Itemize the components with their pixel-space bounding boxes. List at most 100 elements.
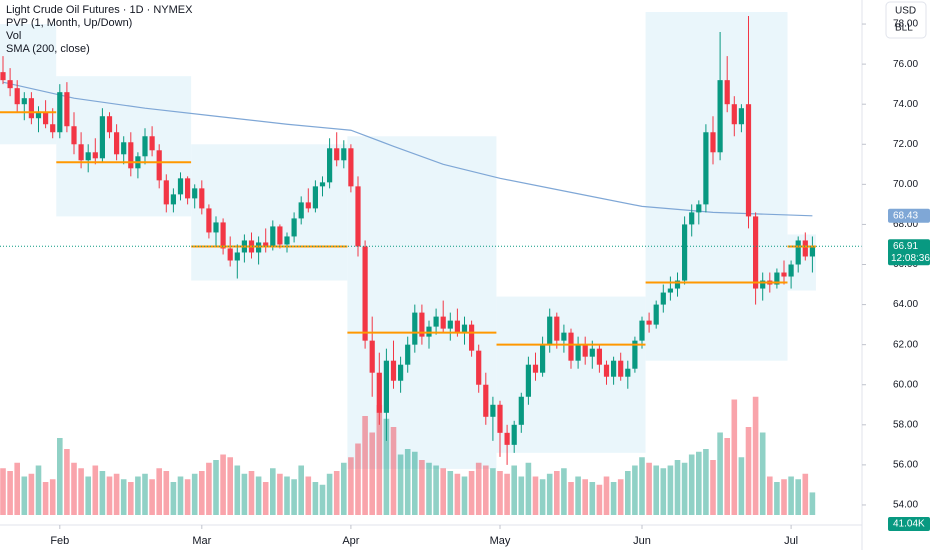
volume-bar <box>710 460 716 515</box>
volume-bar <box>362 416 368 515</box>
volume-bar <box>284 476 290 515</box>
volume-bar <box>149 479 155 515</box>
candle-body <box>504 432 510 445</box>
x-tick-label: Jul <box>784 535 798 547</box>
volume-bar <box>518 476 525 515</box>
candle-body <box>270 226 276 247</box>
volume-bar <box>277 473 283 515</box>
volume-bar <box>241 473 248 515</box>
candle-body <box>696 204 702 213</box>
volume-bar <box>390 427 397 515</box>
volume-bar <box>490 468 496 515</box>
volume-bar <box>696 451 702 515</box>
volume-bar <box>561 468 567 515</box>
price-label: 68.43 <box>893 210 918 221</box>
candle-body <box>554 316 560 341</box>
volume-bar <box>85 476 91 515</box>
volume-bar <box>298 465 304 515</box>
volume-bar <box>511 465 517 515</box>
candle-body <box>795 240 801 265</box>
candle-body <box>28 98 34 119</box>
candle-body <box>476 350 482 385</box>
candle-body <box>419 312 425 337</box>
candle-body <box>603 364 610 377</box>
candle-body <box>518 396 524 425</box>
candle-body <box>447 320 453 329</box>
volume-bar <box>71 462 77 515</box>
candle-body <box>128 142 134 169</box>
volume-label-box <box>888 517 930 531</box>
volume-bar <box>135 476 141 515</box>
volume-bar <box>163 471 170 515</box>
candle-body <box>192 188 198 199</box>
candle-body <box>263 242 269 247</box>
volume-bar <box>504 473 510 515</box>
candle-body <box>540 344 546 373</box>
candle-body <box>7 80 13 89</box>
candle-body <box>653 304 659 325</box>
volume-bar <box>575 476 581 515</box>
volume-bar <box>674 460 681 515</box>
candle-body <box>348 148 354 187</box>
candle-body <box>291 218 297 237</box>
volume-bar <box>717 432 723 515</box>
volume-bar <box>213 460 219 515</box>
volume-bar <box>220 454 226 515</box>
volume-bar <box>653 465 659 515</box>
volume-bar <box>57 438 63 515</box>
candle-body <box>497 404 503 433</box>
candle-body <box>256 242 262 253</box>
candle-body <box>327 148 333 183</box>
volume-bar <box>369 432 375 515</box>
profile-range <box>191 144 348 281</box>
volume-bar <box>681 462 688 515</box>
candle-body <box>383 360 389 413</box>
legend-indicator: Vol <box>6 30 21 42</box>
volume-bar <box>447 471 454 515</box>
last-price-box <box>888 239 930 266</box>
candle-body <box>405 344 411 365</box>
candle-body <box>525 364 531 397</box>
candle-body <box>547 316 553 345</box>
candle-body <box>433 316 439 327</box>
volume-bar <box>128 482 134 515</box>
candle-body <box>85 152 91 161</box>
candle-body <box>0 72 6 81</box>
candle-body <box>114 132 120 155</box>
volume-bar <box>582 479 588 515</box>
currency-button[interactable] <box>885 1 927 39</box>
volume-bar <box>688 454 695 515</box>
volume-bar <box>603 476 610 515</box>
volume-bar <box>532 476 539 515</box>
volume-bar <box>759 432 766 515</box>
profile-range <box>645 12 788 361</box>
volume-bar <box>262 482 269 515</box>
candle-body <box>277 226 283 245</box>
volume-bar <box>341 462 347 515</box>
sma-line <box>2 81 813 217</box>
x-tick-label: Jun <box>633 535 651 547</box>
volume-bar <box>312 482 319 515</box>
volume-bar <box>404 449 411 515</box>
volume-bar <box>454 473 461 515</box>
volume-bar <box>113 473 120 515</box>
volume-bar <box>156 468 162 515</box>
candle-body <box>149 136 155 151</box>
candle-body <box>561 332 567 341</box>
candle-body <box>213 222 219 233</box>
volume-bar <box>610 482 617 515</box>
candle-body <box>426 326 432 337</box>
candle-body <box>170 194 176 205</box>
volume-bar <box>539 479 546 515</box>
volume-bar <box>397 454 404 515</box>
y-tick-label: 60.00 <box>893 379 918 390</box>
y-tick-label: 58.00 <box>893 419 918 430</box>
volume-bar <box>745 427 752 515</box>
volume-bar <box>227 457 233 515</box>
volume-bar <box>546 473 553 515</box>
volume-bar <box>184 479 191 515</box>
currency: USD <box>895 6 916 17</box>
candle-body <box>334 148 340 161</box>
y-tick-label: 62.00 <box>893 339 918 350</box>
volume-bar <box>92 465 99 515</box>
